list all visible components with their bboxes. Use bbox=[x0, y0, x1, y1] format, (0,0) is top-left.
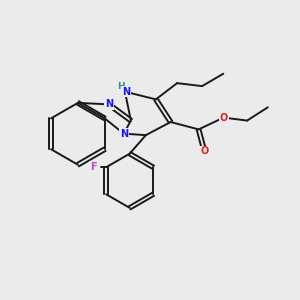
Text: N: N bbox=[120, 129, 128, 139]
Text: H: H bbox=[117, 82, 124, 91]
Text: O: O bbox=[220, 112, 228, 123]
Text: N: N bbox=[122, 87, 130, 97]
Text: F: F bbox=[90, 162, 96, 172]
Text: O: O bbox=[200, 146, 208, 157]
Text: N: N bbox=[105, 99, 113, 110]
